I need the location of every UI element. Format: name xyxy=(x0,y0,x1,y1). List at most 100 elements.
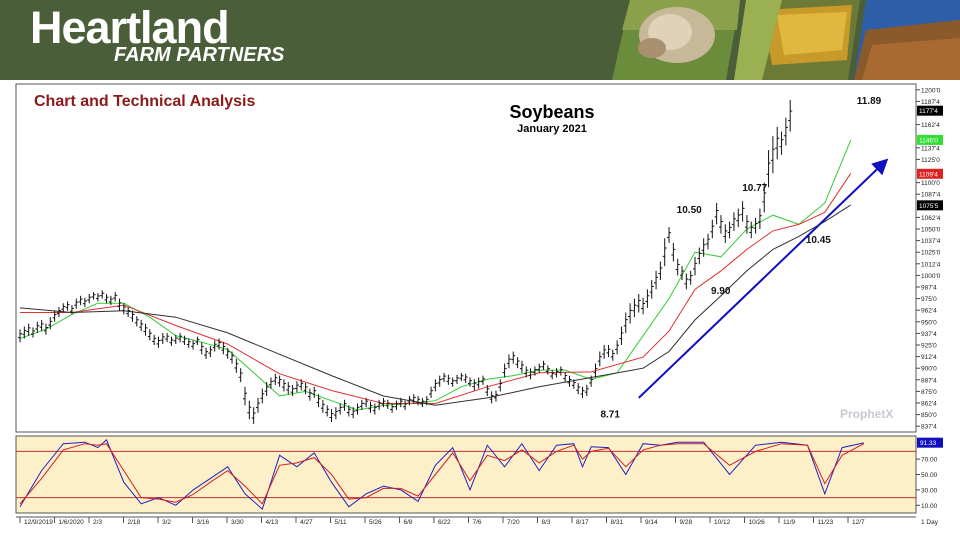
price-bar xyxy=(429,386,434,398)
ma-line-fast xyxy=(19,139,852,411)
price-bar xyxy=(744,215,749,234)
price-bar xyxy=(26,323,31,336)
price-bar xyxy=(420,397,425,408)
price-bar xyxy=(273,373,278,385)
price-tick-label: 900'0 xyxy=(921,366,937,373)
price-bar xyxy=(281,379,286,392)
price-bar xyxy=(277,375,282,387)
time-tick-label: 3/30 xyxy=(231,519,244,526)
price-tick-label: 887'4 xyxy=(921,377,937,384)
price-tick-label: 1000'0 xyxy=(921,273,941,280)
header-banner: Heartland FARM PARTNERS xyxy=(0,0,960,80)
stochastic-value-box xyxy=(917,437,943,448)
time-tick-label: 6/22 xyxy=(438,519,451,526)
price-bar xyxy=(762,182,767,213)
price-bar xyxy=(788,100,793,132)
price-bar xyxy=(489,391,494,404)
price-bar xyxy=(558,366,563,376)
price-bar xyxy=(662,238,667,267)
price-flag-label: 1177'4 xyxy=(919,108,938,115)
price-annotation: 9.90 xyxy=(711,286,731,297)
price-bar xyxy=(307,388,312,401)
price-bar xyxy=(463,373,468,384)
price-bar xyxy=(225,347,230,359)
time-tick-label: 8/31 xyxy=(611,519,624,526)
price-bar xyxy=(532,366,537,376)
trendline-arrow xyxy=(638,158,889,399)
price-bar xyxy=(407,396,412,406)
price-bar xyxy=(693,256,697,276)
brand-logo: Heartland xyxy=(30,2,230,53)
price-tick-label: 1187'4 xyxy=(921,99,940,106)
price-tick-label: 925'0 xyxy=(921,343,937,350)
price-bar xyxy=(43,323,48,335)
price-bar xyxy=(502,363,507,378)
price-tick-label: 962'4 xyxy=(921,308,937,315)
price-bar xyxy=(290,384,295,397)
price-flag-box xyxy=(917,200,943,211)
price-bar xyxy=(545,365,550,375)
price-bar xyxy=(212,340,217,352)
price-tick-label: 937'4 xyxy=(921,331,937,338)
time-tick-label: 12/7 xyxy=(852,519,865,526)
price-tick-label: 875'0 xyxy=(921,389,937,396)
price-bar xyxy=(156,336,161,348)
chart-subtitle: January 2021 xyxy=(517,123,587,135)
price-bar xyxy=(775,126,780,160)
price-panel-frame xyxy=(15,83,917,433)
price-bar xyxy=(593,363,598,378)
price-bar xyxy=(537,363,542,373)
price-bar xyxy=(204,347,209,359)
price-tick-label: 1087'4 xyxy=(921,192,941,199)
price-bar xyxy=(697,247,702,265)
time-tick-label: 7/6 xyxy=(473,519,482,526)
price-bar xyxy=(770,136,775,174)
price-bar xyxy=(372,403,377,415)
price-bar xyxy=(251,407,256,424)
price-bar xyxy=(173,334,178,345)
time-tick-label: 3/2 xyxy=(162,519,171,526)
price-bar xyxy=(519,360,524,373)
price-bar xyxy=(338,403,343,415)
price-bar xyxy=(446,374,451,385)
price-bar xyxy=(320,399,325,413)
price-bar xyxy=(104,293,109,304)
stochastic-line-pct-D xyxy=(19,443,865,505)
price-bar xyxy=(606,345,611,358)
time-tick-label: 8/3 xyxy=(542,519,551,526)
price-bar xyxy=(459,372,464,382)
price-flags: 1177'4 1146'0 1109'4 1075'5 xyxy=(917,105,943,211)
price-bar xyxy=(191,340,196,350)
price-bar xyxy=(589,375,594,387)
price-bar xyxy=(753,217,758,234)
price-annotation: 10.50 xyxy=(677,205,702,216)
time-tick-label: 8/17 xyxy=(576,519,589,526)
price-bar xyxy=(567,375,572,387)
price-bar xyxy=(61,303,66,313)
price-tick-label: 1025'0 xyxy=(921,250,941,257)
price-bar xyxy=(398,397,403,408)
price-axis: 1200'0 1187'4 1162'4 1137'4 1125'0 1100'0 1087… xyxy=(916,87,941,431)
price-bar xyxy=(554,368,559,378)
price-bar xyxy=(731,212,736,231)
price-bar xyxy=(234,358,239,373)
brand-tagline: FARM PARTNERS xyxy=(114,44,285,66)
price-bar xyxy=(325,405,330,417)
price-bar xyxy=(299,379,304,391)
price-bar xyxy=(442,372,447,383)
price-annotation: 10.45 xyxy=(806,235,831,246)
price-bar xyxy=(126,306,131,318)
price-bar xyxy=(684,273,689,290)
time-tick-label: 3/16 xyxy=(197,519,210,526)
price-bar xyxy=(342,399,347,411)
price-tick-label: 1125'0 xyxy=(921,157,940,164)
price-bar xyxy=(329,409,334,423)
price-annotations: 11.89 10.50 10.77 9.90 10.45 8.71 xyxy=(600,96,881,420)
price-bar xyxy=(117,298,122,311)
price-bar xyxy=(714,203,719,225)
price-bar xyxy=(30,327,35,338)
time-tick-label: 4/13 xyxy=(266,519,279,526)
prophetx-watermark: ProphetX xyxy=(840,407,893,421)
price-bar xyxy=(654,270,659,290)
price-bar xyxy=(472,379,477,391)
